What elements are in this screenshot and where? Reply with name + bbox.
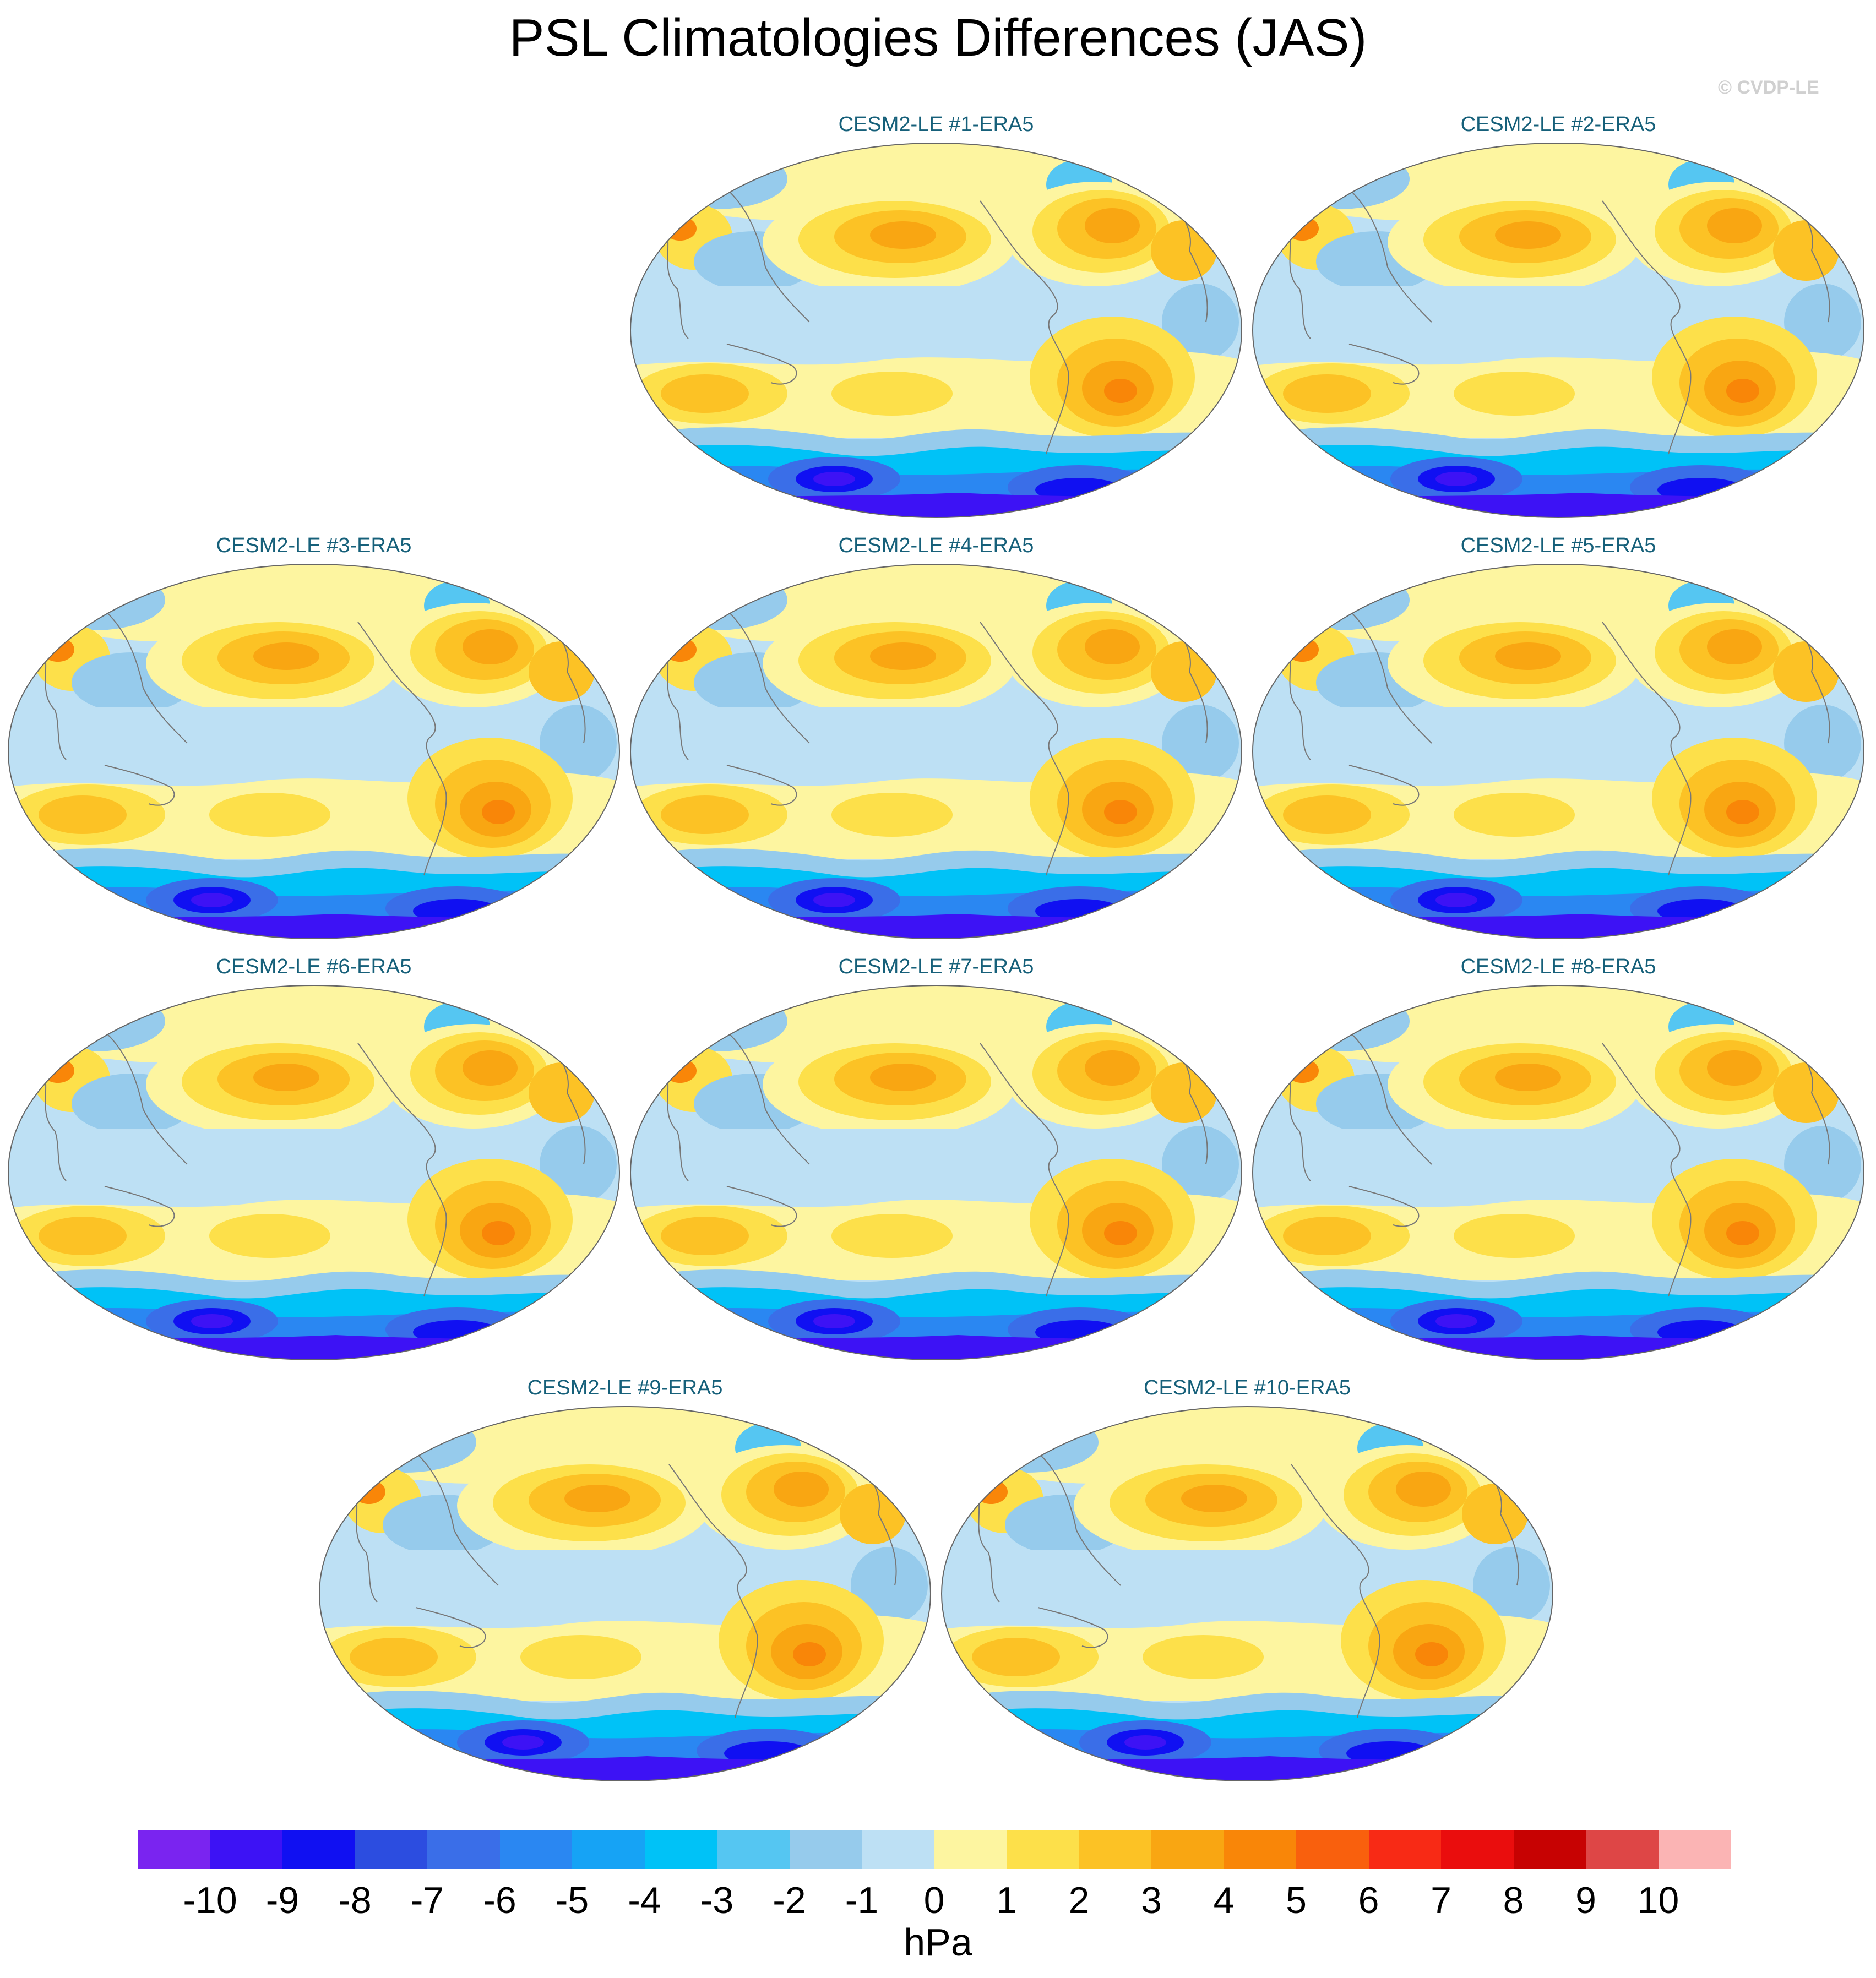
colorbar-tick-label: 4 [1213, 1879, 1235, 1921]
map-panel-container-7: CESM2-LE #7-ERA5 [628, 955, 1244, 1360]
colorbar-tick-label: 10 [1637, 1879, 1679, 1921]
colorbar-tick-label: -2 [773, 1879, 806, 1921]
colorbar-tick-label: 2 [1068, 1879, 1090, 1921]
colorbar-swatch [1441, 1830, 1514, 1869]
map-panel-container-10: CESM2-LE #10-ERA5 [939, 1376, 1556, 1781]
colorbar-tick-label: -10 [183, 1879, 237, 1921]
map-panel-7 [630, 985, 1242, 1360]
colorbar-tick-label: 9 [1575, 1879, 1596, 1921]
colorbar-swatch [1586, 1830, 1659, 1869]
colorbar-tick-label: 5 [1286, 1879, 1307, 1921]
colorbar-swatch [1007, 1830, 1079, 1869]
colorbar-swatch [1368, 1830, 1442, 1869]
colorbar-tick-label: -6 [483, 1879, 516, 1921]
colorbar-tick-label: -5 [555, 1879, 589, 1921]
map-panel-1 [630, 143, 1242, 518]
colorbar-swatch [282, 1830, 355, 1869]
map-panel-container-6: CESM2-LE #6-ERA5 [6, 955, 622, 1360]
colorbar-tick-label: -8 [338, 1879, 372, 1921]
map-panel-3 [8, 564, 620, 939]
panel-title: CESM2-LE #10-ERA5 [1144, 1376, 1351, 1399]
map-panel-4 [630, 564, 1242, 939]
colorbar-swatch [934, 1830, 1007, 1869]
map-panel-2 [1252, 143, 1864, 518]
colorbar-swatch [355, 1830, 428, 1869]
figure-title: PSL Climatologies Differences (JAS) [509, 8, 1367, 67]
colorbar-swatch [210, 1830, 283, 1869]
map-panel-container-3: CESM2-LE #3-ERA5 [6, 534, 622, 939]
colorbar-swatch [572, 1830, 645, 1869]
map-panel-container-8: CESM2-LE #8-ERA5 [1250, 955, 1867, 1360]
panel-title: CESM2-LE #6-ERA5 [216, 955, 412, 978]
map-panel-6 [8, 985, 620, 1360]
colorbar-swatch [1513, 1830, 1586, 1869]
colorbar-swatch [717, 1830, 790, 1869]
colorbar-tick-label: 6 [1358, 1879, 1379, 1921]
colorbar-swatch [499, 1830, 573, 1869]
map-panel-container-4: CESM2-LE #4-ERA5 [628, 534, 1244, 939]
colorbar-tick-label: 7 [1431, 1879, 1451, 1921]
panel-title: CESM2-LE #1-ERA5 [838, 113, 1034, 136]
panel-title: CESM2-LE #7-ERA5 [838, 955, 1034, 978]
colorbar-swatch [138, 1830, 210, 1869]
colorbar-swatch [862, 1830, 934, 1869]
colorbar-tick-label: -9 [265, 1879, 300, 1921]
map-panel-8 [1252, 985, 1864, 1360]
map-panel-10 [941, 1406, 1553, 1781]
panel-title: CESM2-LE #2-ERA5 [1460, 113, 1656, 136]
panel-title: CESM2-LE #5-ERA5 [1460, 534, 1656, 557]
map-panel-9 [319, 1406, 931, 1781]
colorbar-tick-label: 3 [1141, 1879, 1162, 1921]
colorbar-tick-label: -4 [628, 1879, 661, 1921]
colorbar-tick-label: -3 [700, 1879, 734, 1921]
colorbar-swatch [644, 1830, 717, 1869]
panel-title: CESM2-LE #4-ERA5 [838, 534, 1034, 557]
colorbar-tick-label: 1 [996, 1879, 1017, 1921]
map-panel-container-2: CESM2-LE #2-ERA5 [1250, 113, 1867, 518]
panel-title: CESM2-LE #9-ERA5 [527, 1376, 723, 1399]
colorbar-swatch [1151, 1830, 1224, 1869]
colorbar-swatch [427, 1830, 500, 1869]
colorbar-units: hPa [904, 1921, 972, 1964]
colorbar-tick-label: 8 [1503, 1879, 1524, 1921]
colorbar-swatch [789, 1830, 862, 1869]
colorbar-swatch [1224, 1830, 1297, 1869]
panel-title: CESM2-LE #8-ERA5 [1460, 955, 1656, 978]
map-panel-container-9: CESM2-LE #9-ERA5 [317, 1376, 933, 1781]
colorbar-tick-label: -7 [410, 1879, 444, 1921]
colorbar-tick-label: -1 [845, 1879, 879, 1921]
map-panel-container-1: CESM2-LE #1-ERA5 [628, 113, 1244, 518]
colorbar-tick-label: 0 [923, 1879, 945, 1921]
colorbar-swatch [1296, 1830, 1369, 1869]
colorbar-swatch [1079, 1830, 1152, 1869]
credit-watermark: © CVDP-LE [1718, 77, 1819, 98]
map-panel-container-5: CESM2-LE #5-ERA5 [1250, 534, 1867, 939]
colorbar-swatch [1658, 1830, 1731, 1869]
map-panel-5 [1252, 564, 1864, 939]
panel-title: CESM2-LE #3-ERA5 [216, 534, 412, 557]
